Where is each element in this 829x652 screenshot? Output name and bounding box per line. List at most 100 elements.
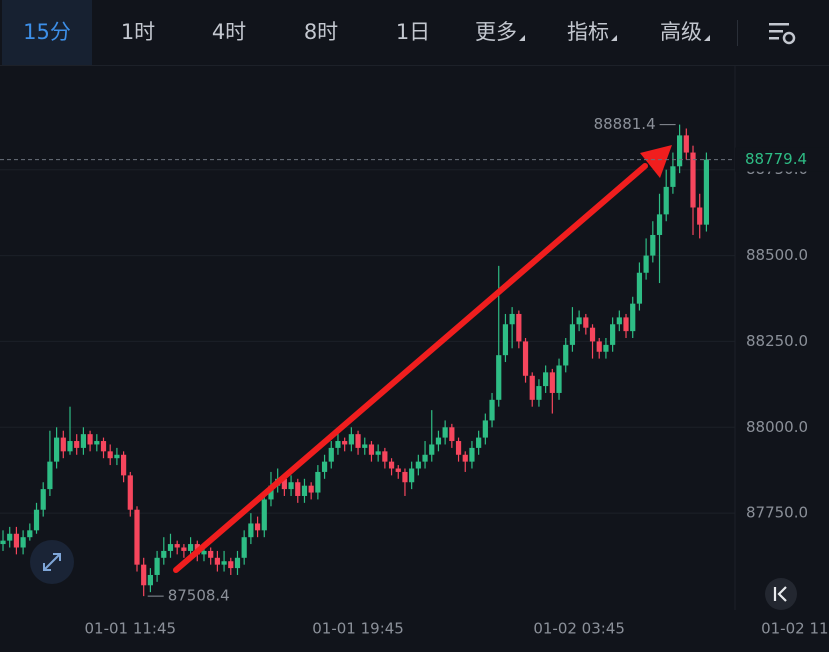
candle-body [656, 214, 663, 235]
candle-body [201, 550, 207, 555]
candle-body [636, 272, 643, 304]
candle-body [0, 540, 6, 545]
x-tick-label: 01-01 19:45 [312, 620, 404, 638]
candle-body [348, 434, 354, 445]
candle-body [120, 454, 127, 476]
candle-body [33, 509, 40, 531]
candle-body [603, 344, 609, 352]
timeframe-tab[interactable]: 4时 [184, 0, 274, 65]
tab-label: 指标 [567, 20, 609, 44]
candle-body [549, 372, 555, 393]
timeframe-tab[interactable]: 高级 [640, 0, 730, 65]
candle-body [154, 557, 160, 575]
candle-body [690, 152, 696, 208]
candle-body [409, 468, 415, 483]
candle-body [174, 544, 180, 548]
candle-body [20, 537, 26, 548]
candle-body [301, 485, 308, 496]
tab-label: 更多 [475, 20, 517, 44]
tab-label: 1日 [395, 20, 431, 44]
candle-body [27, 530, 33, 538]
last-price-box [735, 147, 829, 172]
jump-button-bg[interactable] [765, 578, 797, 610]
candle-body [382, 451, 388, 462]
candle-body [321, 461, 328, 472]
candles [0, 124, 710, 597]
candle-body [254, 523, 261, 531]
candle-body [167, 544, 174, 551]
candle-body [489, 399, 495, 421]
y-tick-label: 88000.0 [746, 418, 808, 436]
tab-label: 15分 [23, 20, 71, 44]
y-tick-label: 87750.0 [746, 504, 808, 522]
jump-latest-button[interactable] [765, 578, 797, 610]
x-tick-label: 01-02 11:45 [761, 620, 829, 638]
candle-body [74, 441, 80, 448]
candle-body [315, 471, 321, 493]
timeframe-tab[interactable]: 8时 [276, 0, 366, 65]
candle-body [596, 341, 602, 352]
last-price-label: 88779.4 [745, 150, 807, 168]
candle-body [355, 434, 361, 448]
jump-icon [773, 586, 787, 602]
candle-body [435, 437, 442, 445]
candle-body [127, 475, 133, 510]
expand-button[interactable] [30, 540, 74, 584]
candle-body [402, 471, 408, 483]
candle-body [449, 427, 455, 442]
candle-body [134, 509, 140, 565]
candle-body [616, 317, 622, 325]
labels: 87750.088000.088250.088500.088750.001-01… [0, 115, 829, 638]
timeframe-tab[interactable]: 指标 [547, 0, 637, 65]
candle-body [670, 166, 676, 187]
candle-body [569, 324, 576, 345]
candle-body [476, 437, 482, 448]
candle-body [516, 313, 522, 342]
timeframe-tab[interactable]: 15分 [2, 0, 92, 65]
candle-body [288, 482, 294, 490]
candle-body [589, 327, 596, 342]
candle-body [40, 489, 46, 510]
candle-body [509, 313, 515, 325]
candle-body [60, 437, 66, 452]
candle-body [107, 451, 113, 459]
timeframe-tab[interactable]: 更多 [455, 0, 545, 65]
candle-body [643, 255, 649, 273]
candle-body [623, 317, 629, 332]
timeframe-tab[interactable]: 1日 [368, 0, 458, 65]
candle-body [415, 461, 421, 469]
candle-body [375, 451, 381, 455]
candle-body [462, 454, 468, 462]
timeframe-tab[interactable]: 1时 [93, 0, 183, 65]
candle-body [697, 207, 703, 225]
candle-body [221, 561, 227, 565]
candle-body [100, 441, 107, 452]
candle-body [335, 441, 341, 448]
candle-body [610, 324, 616, 345]
candle-body [187, 544, 194, 551]
candle-body [529, 375, 535, 400]
y-tick-label: 88250.0 [746, 332, 808, 350]
dropdown-indicator [704, 35, 710, 41]
candle-body [114, 454, 120, 459]
candle-body [368, 444, 375, 455]
tab-label: 8时 [303, 20, 339, 44]
candle-body [469, 447, 475, 462]
candle-body [502, 324, 509, 356]
settings-icon[interactable] [763, 13, 803, 53]
candle-body [94, 441, 100, 445]
candle-body [630, 303, 636, 332]
candle-body [362, 444, 368, 448]
y-tick-label: 88500.0 [746, 246, 808, 264]
candle-body [208, 550, 214, 558]
tab-label: 1时 [120, 20, 156, 44]
candle-body [181, 547, 187, 551]
tab-label: 4时 [211, 20, 247, 44]
candle-body [536, 386, 542, 400]
candle-body [522, 341, 529, 376]
candle-body [663, 186, 669, 215]
candle-body [228, 561, 234, 569]
divider [737, 20, 738, 46]
candle-body [442, 427, 448, 438]
